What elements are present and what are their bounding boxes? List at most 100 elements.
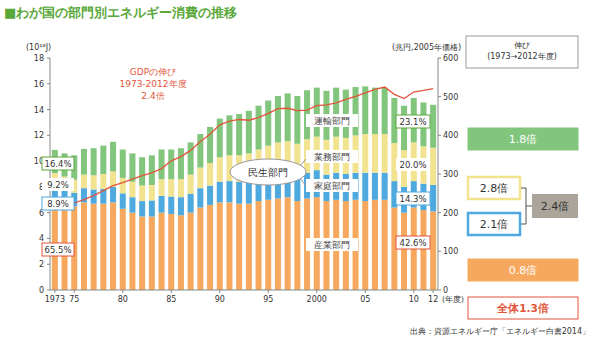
bar: [382, 200, 388, 290]
brace: [521, 188, 532, 224]
bar: [217, 202, 223, 290]
bar: [168, 197, 174, 214]
x-tick: [122, 290, 123, 293]
share-label: 14.3%: [399, 194, 426, 204]
bar: [217, 182, 223, 203]
bar: [149, 200, 155, 216]
bar: [129, 153, 135, 181]
bar: [91, 204, 97, 290]
bar: [91, 175, 97, 189]
y-tick-label: 4: [39, 234, 44, 243]
series-label-bg: [306, 179, 358, 192]
bar: [275, 198, 281, 290]
x-tick-label: 85: [166, 295, 176, 304]
y-axis-label: (10¹⁸J): [26, 43, 51, 52]
bar: [372, 88, 378, 134]
bar: [265, 101, 271, 146]
share-box: [396, 115, 430, 128]
x-tick-label: 1973: [45, 295, 65, 304]
y2-tick-label: 0: [443, 286, 448, 295]
bar: [430, 148, 436, 185]
x-tick-label: 80: [118, 295, 128, 304]
bar: [226, 202, 232, 290]
share-box: [396, 192, 430, 205]
bar: [120, 193, 126, 208]
bar: [362, 201, 368, 290]
bar: [188, 142, 194, 174]
growth-title-box: [466, 36, 578, 68]
bar: [139, 217, 145, 290]
y2-axis: [438, 58, 439, 290]
bar: [236, 204, 242, 290]
growth-box: [468, 213, 520, 235]
bar: [430, 211, 436, 290]
share-label: 23.1%: [399, 117, 426, 127]
bar: [236, 182, 242, 204]
bar: [188, 175, 194, 194]
growth-title: (1973→2012年度): [487, 52, 557, 61]
x-tick: [219, 290, 220, 293]
x-tick-label: 05: [360, 295, 370, 304]
x-tick-label: 75: [69, 295, 79, 304]
bar: [382, 88, 388, 134]
bar: [207, 186, 213, 205]
group-connector: [300, 178, 306, 186]
bar: [81, 175, 87, 189]
bar: [100, 204, 106, 290]
y-tick-label: 14: [34, 106, 44, 115]
bar: [420, 210, 426, 290]
bar: [168, 150, 174, 180]
bar: [401, 213, 407, 290]
y-tick-label: 16: [34, 80, 44, 89]
bar: [159, 179, 165, 196]
group-oval: [230, 159, 306, 185]
y-tick-label: 2: [39, 260, 44, 269]
bar: [285, 93, 291, 141]
bar: [120, 209, 126, 290]
y2-axis-label: (兆円,2005年価格): [392, 43, 461, 52]
gdp-growth-text: 2.4倍: [141, 91, 164, 101]
bar: [246, 111, 252, 154]
series-label: 産業部門: [314, 240, 350, 250]
y-tick-label: 12: [34, 131, 44, 140]
bar: [372, 134, 378, 173]
share-label: 20.0%: [399, 160, 426, 170]
growth-label: 1.8倍: [509, 133, 538, 146]
growth-title: 伸び: [514, 41, 531, 50]
group-label: 民生部門: [248, 167, 288, 178]
share-label: 8.9%: [47, 199, 69, 209]
chart: ■わが国の部門別エネルギー消費の推移(10¹⁸J)(兆円,2005年価格)024…: [0, 0, 595, 341]
bar: [314, 88, 320, 137]
bar: [275, 96, 281, 142]
bar: [110, 202, 116, 290]
x-tick: [413, 290, 414, 293]
series-label: 運輸部門: [314, 116, 350, 126]
bar: [430, 185, 436, 212]
group-growth-box: [532, 194, 578, 218]
share-label: 65.5%: [44, 245, 71, 255]
bar: [256, 201, 262, 290]
share-box: [42, 243, 74, 256]
bar: [353, 87, 359, 135]
series-label: 家庭部門: [314, 181, 350, 191]
growth-label: 2.8倍: [480, 182, 509, 195]
y2-tick-label: 400: [443, 131, 458, 140]
gdp-growth-text: GDPの伸び: [130, 67, 177, 77]
bar: [100, 146, 106, 174]
bar: [333, 88, 339, 137]
bar: [430, 105, 436, 148]
y-tick-label: 0: [39, 286, 44, 295]
bar: [139, 157, 145, 185]
bar: [362, 134, 368, 173]
bar: [139, 201, 145, 216]
growth-label: 2.1倍: [480, 218, 509, 231]
bar: [226, 181, 232, 202]
bar: [197, 208, 203, 290]
bar: [265, 200, 271, 290]
bar: [256, 106, 262, 150]
bar: [149, 217, 155, 290]
bar: [285, 197, 291, 290]
bar: [178, 179, 184, 197]
bar: [246, 204, 252, 290]
y2-tick-label: 100: [443, 247, 458, 256]
